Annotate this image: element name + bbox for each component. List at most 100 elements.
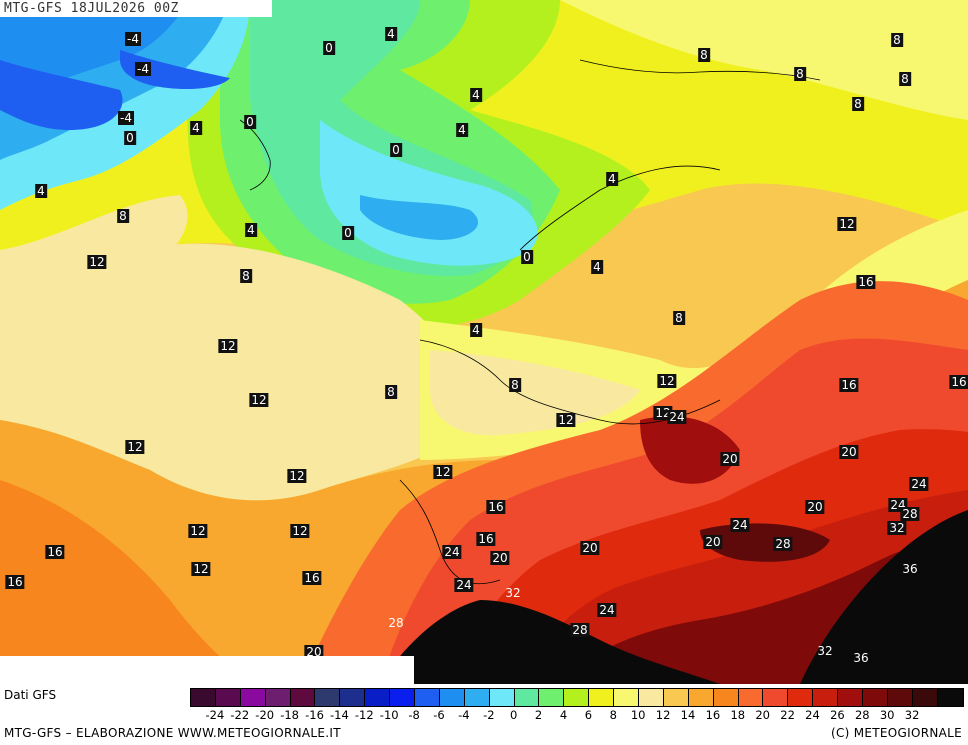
scale-tick-label: 10 <box>630 708 646 722</box>
scale-tick-label: 26 <box>830 708 845 722</box>
contour-label: 36 <box>853 651 869 665</box>
color-swatch <box>439 689 465 706</box>
credit-right: (C) METEOGIORNALE <box>830 726 962 740</box>
color-swatch <box>464 689 490 706</box>
scale-tick-label: -18 <box>280 708 299 722</box>
color-swatch <box>937 689 963 706</box>
contour-label: 12 <box>188 524 208 538</box>
contour-label: 8 <box>899 72 911 86</box>
color-swatch <box>365 689 391 706</box>
scale-tick-label: 16 <box>705 708 721 722</box>
scale-tick-label: 8 <box>609 708 617 722</box>
contour-label: 4 <box>606 172 618 186</box>
source-label: Dati GFS <box>4 688 57 702</box>
contour-label: 16 <box>949 375 968 389</box>
color-swatch <box>813 689 839 706</box>
scale-tick-label: -2 <box>483 708 495 722</box>
scale-tick-label: -14 <box>329 708 349 722</box>
contour-label: 12 <box>191 562 211 576</box>
contour-label: 8 <box>698 48 710 62</box>
contour-label: 16 <box>839 378 859 392</box>
contour-label: 24 <box>597 603 617 617</box>
contour-label: 16 <box>486 500 506 514</box>
contour-label: 4 <box>591 260 603 274</box>
contour-label: 28 <box>900 507 920 521</box>
color-swatch <box>713 689 739 706</box>
scale-tick-label: 22 <box>780 708 795 722</box>
color-swatch <box>315 689 341 706</box>
contour-label: -4 <box>125 32 141 46</box>
contour-label: 0 <box>244 115 256 129</box>
color-swatch <box>614 689 640 706</box>
contour-label: 0 <box>323 41 335 55</box>
title-box: MTG-GFS 18JUL2026 00Z <box>0 0 272 17</box>
color-swatch <box>738 689 764 706</box>
color-swatch <box>639 689 664 706</box>
scale-tick-label: -6 <box>433 708 445 722</box>
contour-label: 20 <box>490 551 510 565</box>
blank-strip <box>0 656 414 684</box>
color-swatch <box>489 689 515 706</box>
contour-label: 32 <box>505 586 521 600</box>
scale-tick-label: 2 <box>534 708 543 722</box>
contour-label: 24 <box>454 578 474 592</box>
contour-label: -4 <box>118 111 134 125</box>
contour-label: 12 <box>87 255 107 269</box>
contour-label: 12 <box>290 524 310 538</box>
contour-label: 20 <box>703 535 723 549</box>
contour-label: 32 <box>887 521 907 535</box>
contour-label: 16 <box>5 575 25 589</box>
color-swatch <box>863 689 888 706</box>
contour-label: 4 <box>190 121 202 135</box>
contour-label: 12 <box>657 374 677 388</box>
scale-tick-label: 12 <box>655 708 671 722</box>
scale-tick-label: -22 <box>230 708 250 722</box>
color-swatch <box>564 689 590 706</box>
color-swatch <box>589 689 615 706</box>
scale-tick-label: 4 <box>559 708 568 722</box>
contour-label: 16 <box>45 545 65 559</box>
scale-tick-label: -12 <box>354 708 374 722</box>
contour-label: 12 <box>218 339 238 353</box>
contour-label: 24 <box>909 477 929 491</box>
contour-label: 12 <box>556 413 576 427</box>
contour-label: 16 <box>302 571 322 585</box>
contour-label: 12 <box>249 393 269 407</box>
contour-label: 20 <box>304 645 324 659</box>
contour-label: 4 <box>470 88 482 102</box>
color-swatch <box>663 689 689 706</box>
color-swatch <box>788 689 814 706</box>
contour-label: 28 <box>773 537 793 551</box>
contour-label: 8 <box>794 67 806 81</box>
temperature-map <box>0 0 968 684</box>
scale-tick-label: 20 <box>755 708 771 722</box>
credit-left: MTG-GFS – ELABORAZIONE WWW.METEOGIORNALE… <box>4 726 341 740</box>
contour-label: 16 <box>856 275 876 289</box>
color-swatch <box>887 689 913 706</box>
color-swatch <box>514 689 540 706</box>
contour-label: 0 <box>342 226 354 240</box>
contour-label: 24 <box>667 410 687 424</box>
scale-tick-label: 24 <box>805 708 820 722</box>
contour-label: 4 <box>470 323 482 337</box>
scale-tick-label: 30 <box>879 708 895 722</box>
color-swatch <box>191 689 216 706</box>
contour-label: 20 <box>839 445 859 459</box>
color-scale-ticks: -24 -22 -20 -18 -16 -14 -12 -10 -8 -6 -4 -2 0 2 4 6 8 10 1… <box>190 708 968 722</box>
contour-label: 12 <box>433 465 453 479</box>
color-scale-bar <box>190 688 964 707</box>
color-swatch <box>340 689 366 706</box>
contour-label: 8 <box>852 97 864 111</box>
contour-label: -4 <box>135 62 151 76</box>
scale-tick-label: 28 <box>854 708 870 722</box>
contour-label: 8 <box>117 209 129 223</box>
map-title: MTG-GFS 18JUL2026 00Z <box>4 1 179 16</box>
contour-label: 28 <box>570 623 590 637</box>
contour-label: 0 <box>124 131 136 145</box>
contour-label: 8 <box>385 385 397 399</box>
color-swatch <box>838 689 864 706</box>
color-swatch <box>265 689 291 706</box>
scale-tick-label: 6 <box>584 708 593 722</box>
contour-label: 24 <box>730 518 750 532</box>
scale-tick-label: -16 <box>305 708 324 722</box>
